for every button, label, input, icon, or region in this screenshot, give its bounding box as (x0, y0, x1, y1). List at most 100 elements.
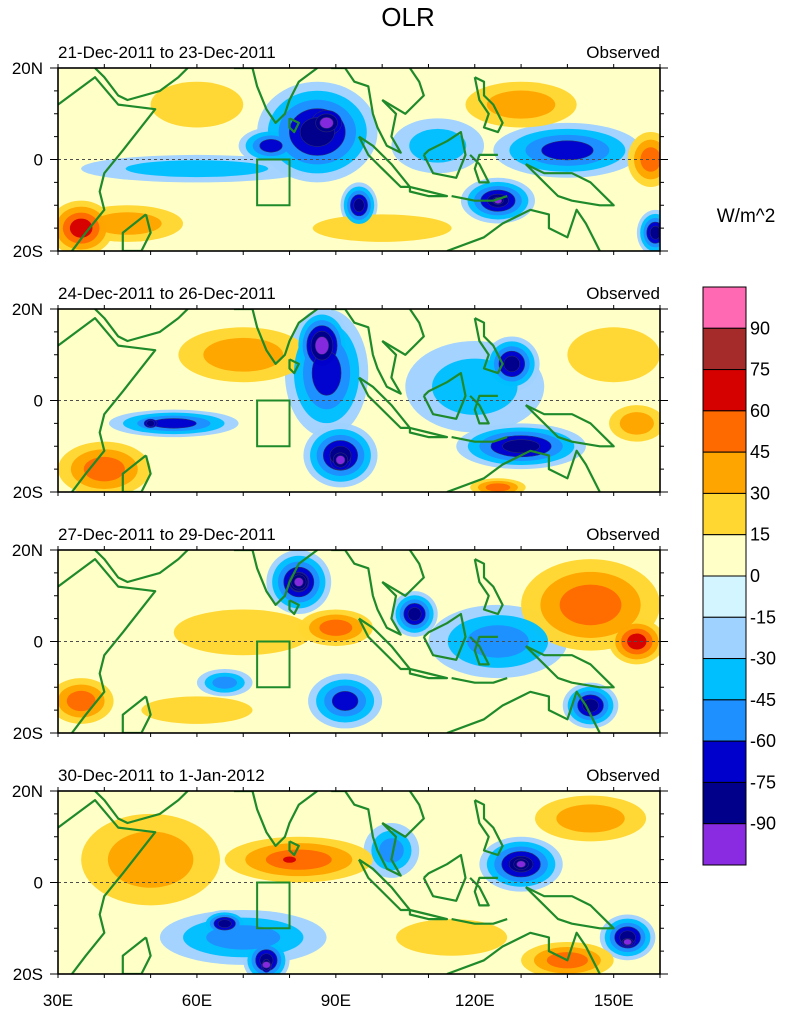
olr-contour (485, 483, 511, 492)
coastline (358, 376, 411, 429)
coastline (331, 791, 402, 877)
olr-contour (146, 420, 155, 427)
coastline (408, 185, 449, 198)
coastline (121, 936, 152, 974)
colorbar-label: 0 (750, 566, 760, 586)
colorbar-label: -45 (750, 690, 776, 710)
coastline (408, 667, 449, 680)
coastline (446, 449, 601, 492)
coastline (408, 426, 449, 439)
olr-contour (93, 212, 162, 235)
coastline (288, 840, 300, 857)
olr-field (58, 791, 660, 974)
reference-box (256, 158, 291, 207)
colorbar-label: -75 (750, 772, 776, 792)
olr-contour (259, 139, 283, 153)
olr-contour (559, 584, 622, 626)
coastline (331, 309, 402, 395)
olr-contour (623, 938, 632, 946)
panel-label: Observed (586, 284, 660, 303)
figure-title: OLR (381, 2, 434, 32)
olr-contour (649, 225, 660, 240)
coastline (524, 404, 615, 448)
coastline (381, 550, 425, 597)
coastline (473, 76, 504, 134)
olr-contour (486, 90, 556, 119)
x-tick-label: 30E (43, 991, 73, 1010)
y-tick-label: 20N (12, 541, 43, 560)
coastline (473, 799, 504, 857)
coastline (121, 454, 152, 492)
colorbar-label: -15 (750, 607, 776, 627)
colorbar-label: 60 (750, 401, 770, 421)
olr-contour (640, 147, 660, 172)
panel-label: Observed (586, 766, 660, 785)
x-tick-label: 150E (594, 991, 634, 1010)
coastline (446, 931, 601, 974)
coastline (446, 690, 601, 733)
olr-contour (379, 838, 404, 863)
colorbar-swatch (702, 658, 747, 701)
y-tick-label: 20N (12, 59, 43, 78)
coastline (58, 557, 157, 733)
olr-contour (407, 607, 422, 621)
reference-box (256, 399, 291, 448)
olr-contour (150, 81, 244, 128)
y-tick-label: 20S (13, 242, 43, 261)
colorbar-label: 45 (750, 442, 770, 462)
y-tick-label: 0 (34, 874, 43, 893)
coastline (451, 436, 508, 443)
panel-1: 20N 0 20S 21-Dec-2011 to 23-Dec-2011 Observe… (12, 43, 668, 261)
olr-field (58, 68, 660, 251)
olr-contour (283, 856, 296, 863)
coastline (288, 117, 300, 134)
colorbar-swatch (702, 740, 747, 783)
olr-field (58, 309, 660, 492)
olr-contour (312, 214, 452, 242)
olr-contour (396, 919, 508, 956)
olr-contour (262, 961, 271, 969)
panel-date-range: 24-Dec-2011 to 26-Dec-2011 (58, 284, 276, 303)
panel-2: 20N 0 20S 24-Dec-2011 to 26-Dec-2011 Observe… (12, 284, 668, 502)
coastline (524, 645, 615, 689)
y-tick-label: 20S (13, 965, 43, 984)
olr-contour (125, 160, 269, 178)
olr-contour (314, 336, 329, 355)
panel-label: Observed (586, 525, 660, 544)
coastline (94, 550, 189, 584)
olr-contour (66, 690, 96, 712)
coastline (381, 68, 425, 115)
coastline (58, 317, 157, 492)
colorbar-swatch (702, 286, 747, 329)
reference-box (256, 881, 291, 930)
colorbar-swatch (702, 781, 747, 825)
coastline (94, 309, 189, 343)
olr-field (58, 550, 660, 733)
olr-contour (331, 691, 359, 711)
panel-date-range: 30-Dec-2011 to 1-Jan-2012 (58, 766, 265, 785)
olr-contour (206, 925, 281, 950)
coastline (234, 550, 318, 607)
y-tick-label: 20S (13, 724, 43, 743)
coastline (94, 791, 189, 825)
coastline (358, 858, 411, 912)
coastline (473, 558, 504, 616)
coastline (358, 135, 411, 188)
coastline (121, 695, 152, 733)
olr-contour (212, 676, 238, 689)
olr-contour (335, 455, 346, 465)
olr-contour (203, 337, 284, 372)
coastline (469, 153, 498, 184)
coastline (446, 208, 601, 251)
colorbar-swatch (702, 575, 747, 618)
colorbar-swatch (702, 823, 747, 866)
olr-contour (150, 418, 197, 429)
coastline (234, 309, 318, 365)
olr-contour (556, 804, 625, 833)
colorbar-swatch (702, 369, 747, 412)
coastline (469, 394, 498, 425)
olr-contour (503, 355, 521, 373)
y-tick-label: 0 (34, 392, 43, 411)
olr-contour (107, 831, 194, 888)
coastline (288, 358, 300, 375)
